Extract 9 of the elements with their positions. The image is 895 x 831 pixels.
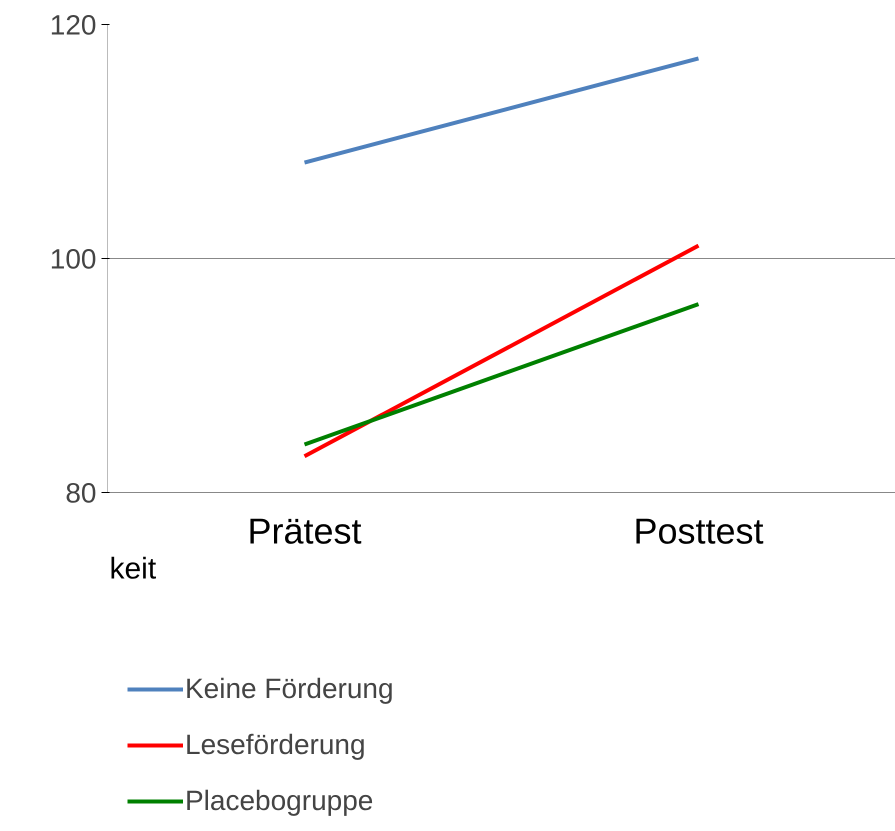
x-tick-label: Posttest [633, 510, 764, 552]
legend-label: Leseförderung [185, 729, 366, 761]
y-tick-label: 100 [50, 244, 96, 274]
x-tick-label: Prätest [247, 510, 362, 552]
text: keit [110, 552, 157, 586]
y-tick-label: 120 [50, 10, 96, 40]
legend-label: Placebogruppe [185, 785, 374, 817]
y-tick-label: 80 [65, 478, 97, 508]
legend-label: Keine Förderung [185, 673, 394, 705]
